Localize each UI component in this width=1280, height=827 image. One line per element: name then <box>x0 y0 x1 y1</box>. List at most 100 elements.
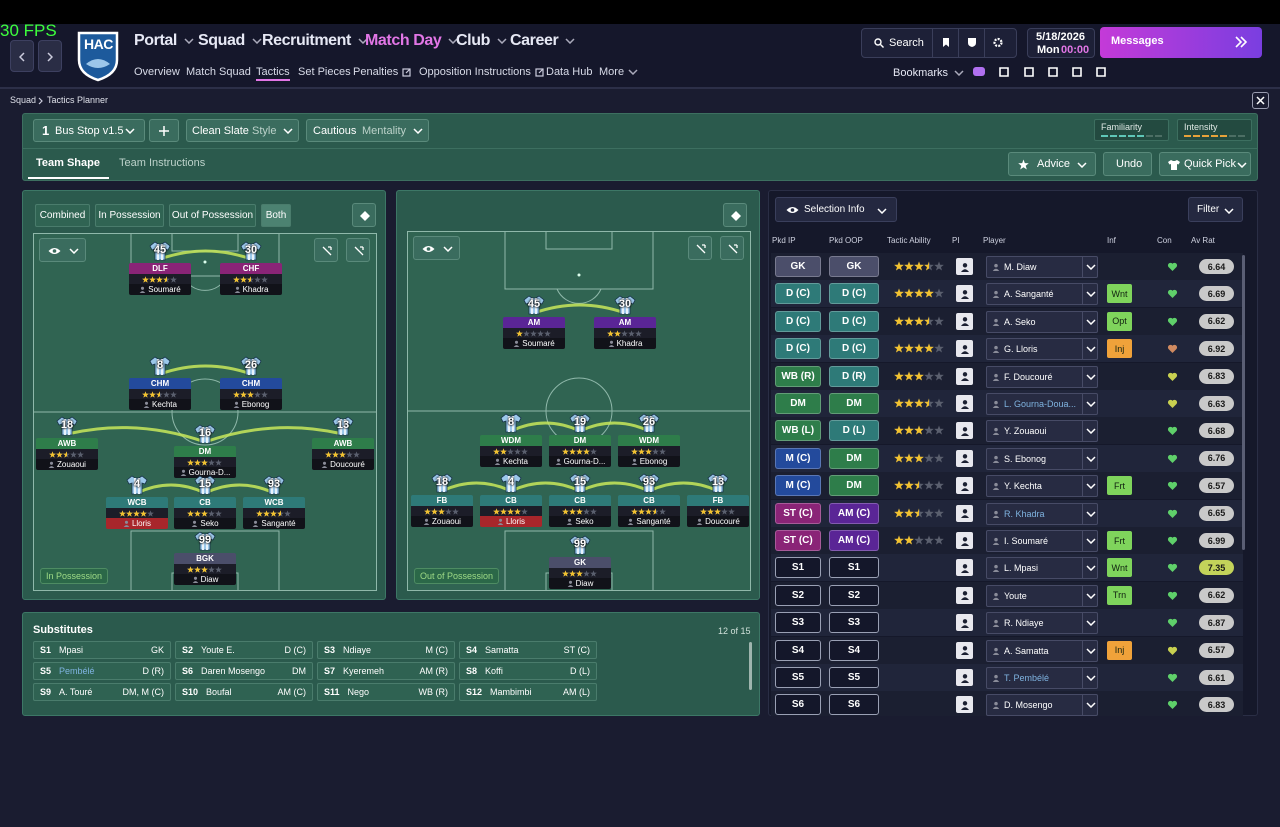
picked-oop[interactable]: D (C) <box>829 283 879 305</box>
player-card[interactable]: 8 CHM Kechta <box>129 356 191 410</box>
substitute[interactable]: S11 Nego WB (R) <box>317 683 455 701</box>
pi-button[interactable] <box>956 340 973 358</box>
picked-oop[interactable]: S4 <box>829 639 879 661</box>
player-card[interactable]: 8 WDM Kechta <box>480 413 542 467</box>
pitch-tool-button[interactable] <box>720 236 744 260</box>
tab[interactable]: Team Instructions <box>119 157 206 169</box>
quick-pick-button[interactable]: Quick Pick <box>1159 152 1251 176</box>
player-dropdown[interactable]: M. Diaw <box>986 256 1098 278</box>
player-dropdown[interactable]: Y. Zouaoui <box>986 420 1098 443</box>
search-button[interactable]: Search <box>862 29 932 57</box>
player-card[interactable]: 13 FB Doucouré <box>687 473 749 527</box>
menu-item[interactable]: Recruitment <box>262 32 368 50</box>
pitch-filter[interactable]: Both <box>261 204 291 227</box>
picked-oop[interactable]: S5 <box>829 667 879 688</box>
pi-button[interactable] <box>956 395 973 412</box>
submenu-item[interactable]: Overview <box>134 66 180 78</box>
picked-ip[interactable]: S5 <box>775 667 821 688</box>
picked-ip[interactable]: ST (C) <box>775 530 821 551</box>
player-dropdown[interactable]: F. Doucouré <box>986 365 1098 388</box>
pitch-tool-button[interactable] <box>314 238 338 262</box>
header-icon-button[interactable] <box>932 29 958 57</box>
player-card[interactable]: 99 GK Diaw <box>549 535 611 589</box>
picked-ip[interactable]: D (C) <box>775 338 821 360</box>
picked-oop[interactable]: S3 <box>829 612 879 634</box>
picked-oop[interactable]: D (L) <box>829 420 879 442</box>
style-dropdown[interactable]: Clean Slate Style <box>186 119 299 142</box>
pi-button[interactable] <box>956 312 973 330</box>
player-dropdown[interactable]: Youte <box>986 584 1098 607</box>
messages-button[interactable]: Messages <box>1100 27 1262 58</box>
picked-oop[interactable]: D (C) <box>829 310 879 332</box>
player-dropdown[interactable]: Y. Kechta <box>986 475 1098 498</box>
pi-button[interactable] <box>956 669 973 686</box>
tactic-dropdown[interactable]: 1 Bus Stop v1.5 <box>33 119 145 142</box>
picked-oop[interactable]: DM <box>829 475 879 497</box>
picked-ip[interactable]: S3 <box>775 612 821 634</box>
player-card[interactable]: 30 AM Khadra <box>594 295 656 349</box>
pitch-options-button[interactable] <box>723 203 747 227</box>
picked-oop[interactable]: D (R) <box>829 365 879 387</box>
pi-button[interactable] <box>956 367 973 385</box>
submenu-item[interactable]: Data Hub <box>546 66 592 78</box>
player-card[interactable]: 4 WCB Lloris <box>106 475 168 529</box>
pi-button[interactable] <box>956 696 973 714</box>
player-card[interactable]: 45 DLF Soumaré <box>129 241 191 295</box>
player-card[interactable]: 26 CHM Ebonog <box>220 356 282 410</box>
pitch-tool-button[interactable] <box>688 236 712 260</box>
player-card[interactable]: 4 CB Lloris <box>480 473 542 527</box>
pitch-tool-button[interactable] <box>346 238 370 262</box>
menu-item[interactable]: Club <box>456 32 507 50</box>
picked-ip[interactable]: M (C) <box>775 475 821 497</box>
nav-button[interactable] <box>38 40 62 72</box>
picked-ip[interactable]: S1 <box>775 557 821 579</box>
player-card[interactable]: 26 WDM Ebonog <box>618 413 680 467</box>
player-dropdown[interactable]: A. Samatta <box>986 639 1098 662</box>
picked-oop[interactable]: S1 <box>829 557 879 579</box>
picked-ip[interactable]: S6 <box>775 694 821 716</box>
player-card[interactable]: 18 AWB Zouaoui <box>36 416 98 470</box>
substitute[interactable]: S4 Samatta ST (C) <box>459 641 597 659</box>
picked-oop[interactable]: GK <box>829 256 879 277</box>
selection-info-button[interactable]: Selection Info <box>775 197 897 222</box>
picked-oop[interactable]: D (C) <box>829 338 879 360</box>
picked-oop[interactable]: AM (C) <box>829 530 879 551</box>
picked-oop[interactable]: S2 <box>829 584 879 606</box>
undo-button[interactable]: Undo <box>1103 152 1152 176</box>
picked-ip[interactable]: WB (L) <box>775 420 821 442</box>
pi-button[interactable] <box>956 449 973 467</box>
submenu-item[interactable]: Set Pieces <box>298 66 351 78</box>
player-card[interactable]: 16 DM Gourna-D... <box>174 424 236 478</box>
pi-button[interactable] <box>956 504 973 522</box>
menu-item[interactable]: Career <box>510 32 575 50</box>
substitute[interactable]: S7 Kyeremeh AM (R) <box>317 662 455 680</box>
substitute[interactable]: S3 Ndiaye M (C) <box>317 641 455 659</box>
player-card[interactable]: 18 FB Zouaoui <box>411 473 473 527</box>
player-card[interactable]: 45 AM Soumaré <box>503 295 565 349</box>
picked-ip[interactable]: M (C) <box>775 447 821 469</box>
player-dropdown[interactable]: A. Seko <box>986 310 1098 333</box>
filter-button[interactable]: Filter <box>1188 197 1243 222</box>
player-dropdown[interactable]: L. Mpasi <box>986 557 1098 580</box>
player-card[interactable]: 15 CB Seko <box>549 473 611 527</box>
player-card[interactable]: 13 AWB Doucouré <box>312 416 374 470</box>
player-card[interactable]: 93 WCB Sanganté <box>243 475 305 529</box>
player-dropdown[interactable]: S. Ebonog <box>986 447 1098 470</box>
substitute[interactable]: S9 A. Touré DM, M (C) <box>33 683 171 701</box>
pitch-filter[interactable]: Out of Possession <box>169 204 256 227</box>
pi-button[interactable] <box>956 422 973 440</box>
pitch-filter[interactable]: In Possession <box>95 204 164 227</box>
view-dropdown[interactable] <box>413 236 460 260</box>
picked-ip[interactable]: ST (C) <box>775 502 821 524</box>
mentality-dropdown[interactable]: Cautious Mentality <box>306 119 429 142</box>
picked-ip[interactable]: D (C) <box>775 283 821 305</box>
substitute[interactable]: S12 Mambimbi AM (L) <box>459 683 597 701</box>
add-button[interactable] <box>149 119 179 142</box>
header-icon-button[interactable] <box>958 29 984 57</box>
player-dropdown[interactable]: G. Lloris <box>986 338 1098 361</box>
menu-item[interactable]: Portal <box>134 32 194 50</box>
pitch-options-button[interactable] <box>352 203 376 227</box>
player-card[interactable]: 93 CB Sanganté <box>618 473 680 527</box>
player-dropdown[interactable]: I. Soumaré <box>986 530 1098 552</box>
header-icon-button[interactable] <box>984 29 1010 57</box>
